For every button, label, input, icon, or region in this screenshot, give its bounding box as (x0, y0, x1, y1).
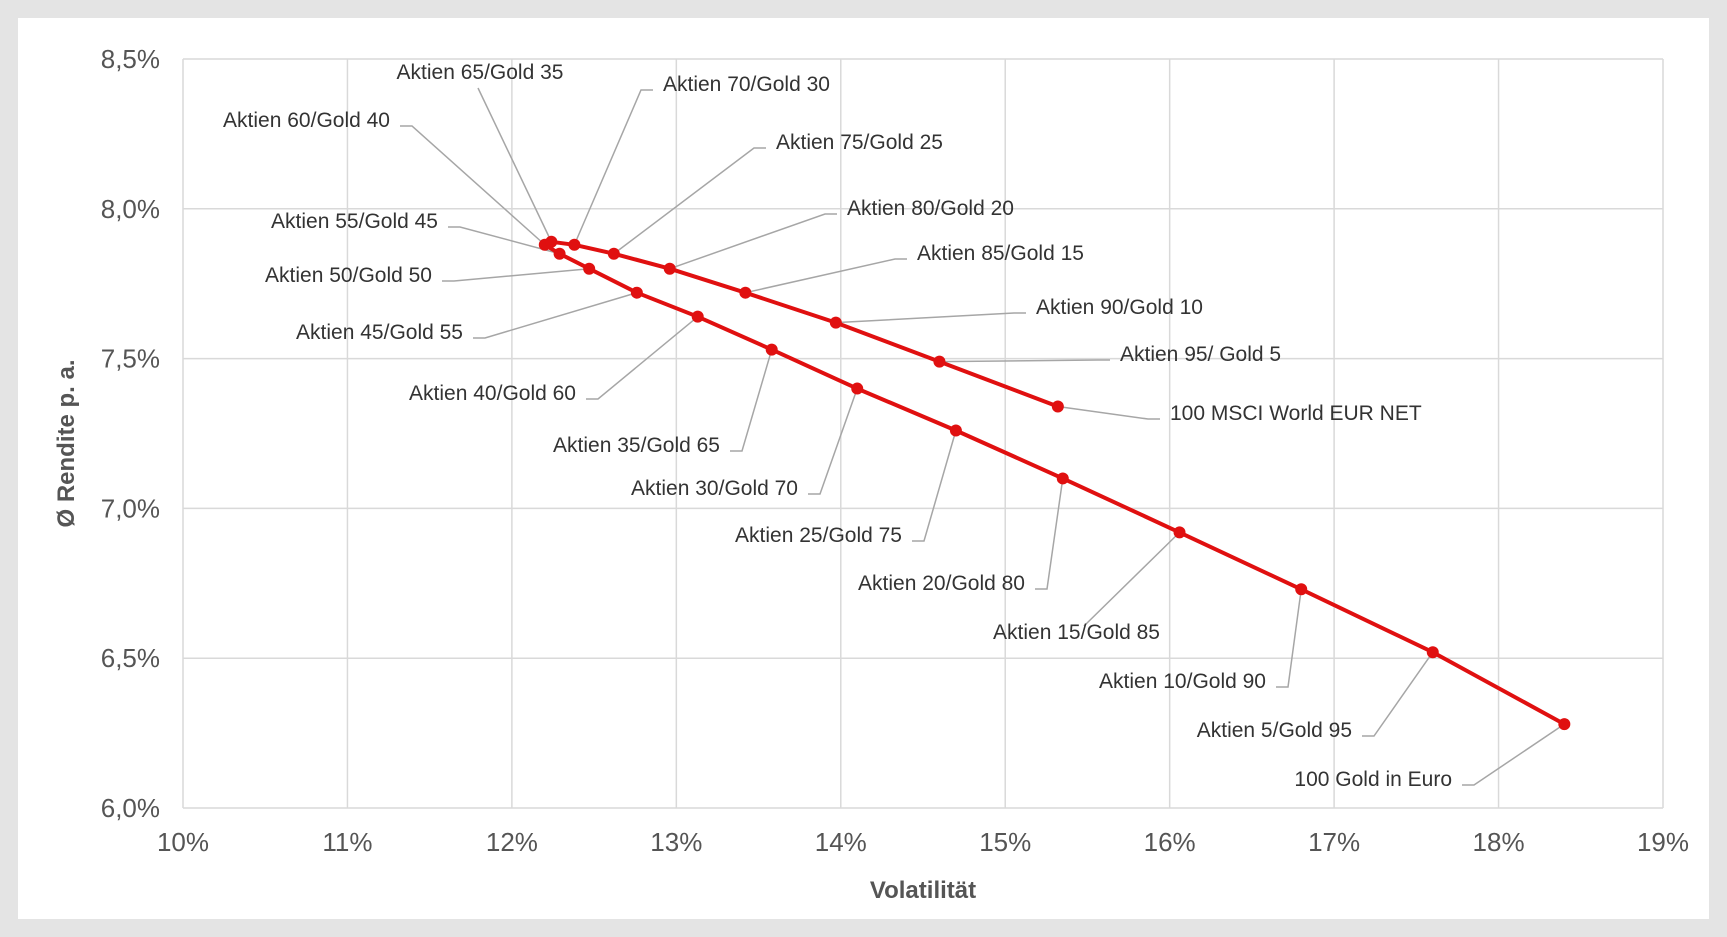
data-point-aktien-85-gold-15 (739, 286, 752, 299)
data-label-aktien-80-gold-20: Aktien 80/Gold 20 (847, 197, 1014, 220)
data-point-aktien-10-gold-90 (1295, 583, 1308, 596)
y-tick-label: 8,0% (101, 194, 160, 224)
data-point-aktien-20-gold-80 (1056, 472, 1069, 485)
chart-panel (18, 18, 1709, 919)
data-label-100-msci-world-eur-net: 100 MSCI World EUR NET (1170, 402, 1422, 425)
leader-line-aktien-30-gold-70 (808, 388, 858, 495)
leader-line-aktien-80-gold-20 (669, 213, 837, 270)
grid-lines (182, 58, 1664, 809)
data-label-aktien-55-gold-45: Aktien 55/Gold 45 (271, 210, 438, 233)
x-axis-title: Volatilität (870, 877, 976, 904)
leader-line-aktien-15-gold-85 (1083, 531, 1181, 627)
leader-line-aktien-65-gold-35 (477, 87, 553, 243)
leader-line-aktien-60-gold-40 (400, 125, 546, 246)
leader-line-100-gold-in-euro (1462, 723, 1565, 786)
data-label-aktien-20-gold-80: Aktien 20/Gold 80 (858, 572, 1025, 595)
leader-line-aktien-40-gold-60 (586, 316, 699, 400)
leader-line-aktien-90-gold-10 (835, 312, 1026, 324)
data-point-aktien-15-gold-85 (1173, 526, 1186, 539)
data-point-100-gold-in-euro (1558, 718, 1571, 731)
data-point-aktien-55-gold-45 (553, 247, 566, 260)
data-point-aktien-30-gold-70 (851, 382, 864, 395)
data-label-aktien-10-gold-90: Aktien 10/Gold 90 (1099, 670, 1266, 693)
data-label-aktien-65-gold-35: Aktien 65/Gold 35 (397, 61, 564, 84)
data-label-aktien-50-gold-50: Aktien 50/Gold 50 (265, 264, 432, 287)
leader-line-aktien-55-gold-45 (448, 226, 560, 255)
data-label-aktien-35-gold-65: Aktien 35/Gold 65 (553, 434, 720, 457)
data-point-aktien-75-gold-25 (607, 247, 620, 260)
data-points (538, 235, 1571, 731)
leader-line-aktien-20-gold-80 (1035, 478, 1064, 590)
label-leader-lines (400, 87, 1565, 786)
y-tick-label: 6,0% (101, 793, 160, 823)
data-point-aktien-50-gold-50 (583, 262, 596, 275)
data-point-aktien-65-gold-35 (545, 235, 558, 248)
data-label-aktien-60-gold-40: Aktien 60/Gold 40 (223, 109, 390, 132)
data-label-100-gold-in-euro: 100 Gold in Euro (1294, 768, 1452, 791)
leader-line-aktien-45-gold-55 (473, 291, 638, 339)
data-point-aktien-95-gold-5 (933, 355, 946, 368)
x-tick-label: 18% (1473, 827, 1525, 857)
leader-line-aktien-85-gold-15 (745, 258, 907, 294)
x-tick-label: 11% (322, 827, 372, 857)
data-point-aktien-35-gold-65 (765, 343, 778, 356)
x-axis-ticks: 10% 11% 12% 13% 14% 15% 16% 17% 18% 19% (157, 827, 1689, 857)
leader-line-aktien-70-gold-30 (573, 89, 653, 246)
leader-line-aktien-25-gold-75 (912, 430, 957, 542)
data-label-aktien-15-gold-85: Aktien 15/Gold 85 (993, 621, 1160, 644)
x-tick-label: 17% (1308, 827, 1360, 857)
leader-line-aktien-95-gold-5 (939, 359, 1110, 363)
data-point-aktien-80-gold-20 (663, 262, 676, 275)
data-label-aktien-30-gold-70: Aktien 30/Gold 70 (631, 477, 798, 500)
data-label-aktien-70-gold-30: Aktien 70/Gold 30 (663, 73, 830, 96)
data-label-aktien-40-gold-60: Aktien 40/Gold 60 (409, 382, 576, 405)
x-tick-label: 19% (1637, 827, 1689, 857)
x-tick-label: 10% (157, 827, 209, 857)
y-tick-label: 7,0% (101, 493, 160, 523)
y-tick-label: 6,5% (101, 643, 160, 673)
y-axis-title: Ø Rendite p. a. (53, 359, 80, 527)
x-tick-label: 16% (1144, 827, 1196, 857)
data-point-aktien-70-gold-30 (568, 238, 581, 251)
data-label-aktien-85-gold-15: Aktien 85/Gold 15 (917, 242, 1084, 265)
x-tick-label: 13% (650, 827, 702, 857)
data-point-aktien-5-gold-95 (1426, 646, 1439, 659)
x-tick-label: 14% (815, 827, 867, 857)
data-label-aktien-5-gold-95: Aktien 5/Gold 95 (1197, 719, 1352, 742)
y-axis-ticks: 6,0% 6,5% 7,0% 7,5% 8,0% 8,5% (101, 44, 160, 823)
data-labels: 100 Gold in Euro Aktien 5/Gold 95 Aktien 1… (223, 61, 1452, 791)
x-tick-label: 12% (486, 827, 538, 857)
data-point-aktien-45-gold-55 (630, 286, 643, 299)
data-point-100-msci-world-eur-net (1051, 400, 1064, 413)
data-label-aktien-45-gold-55: Aktien 45/Gold 55 (296, 321, 463, 344)
data-point-aktien-25-gold-75 (949, 424, 962, 437)
leader-line-aktien-75-gold-25 (613, 147, 766, 255)
y-tick-label: 7,5% (101, 344, 160, 374)
leader-line-aktien-35-gold-65 (730, 349, 773, 452)
data-point-aktien-90-gold-10 (829, 316, 842, 329)
data-label-aktien-75-gold-25: Aktien 75/Gold 25 (776, 131, 943, 154)
leader-line-aktien-10-gold-90 (1276, 589, 1302, 688)
leader-line-aktien-5-gold-95 (1362, 651, 1434, 737)
data-label-aktien-90-gold-10: Aktien 90/Gold 10 (1036, 296, 1203, 319)
leader-line-100-msci-world-eur-net (1057, 405, 1160, 420)
y-tick-label: 8,5% (101, 44, 160, 74)
x-tick-label: 15% (979, 827, 1031, 857)
data-label-aktien-95-gold-5: Aktien 95/ Gold 5 (1120, 343, 1281, 366)
data-point-aktien-40-gold-60 (691, 310, 704, 323)
data-label-aktien-25-gold-75: Aktien 25/Gold 75 (735, 524, 902, 547)
leader-line-aktien-50-gold-50 (442, 267, 590, 282)
